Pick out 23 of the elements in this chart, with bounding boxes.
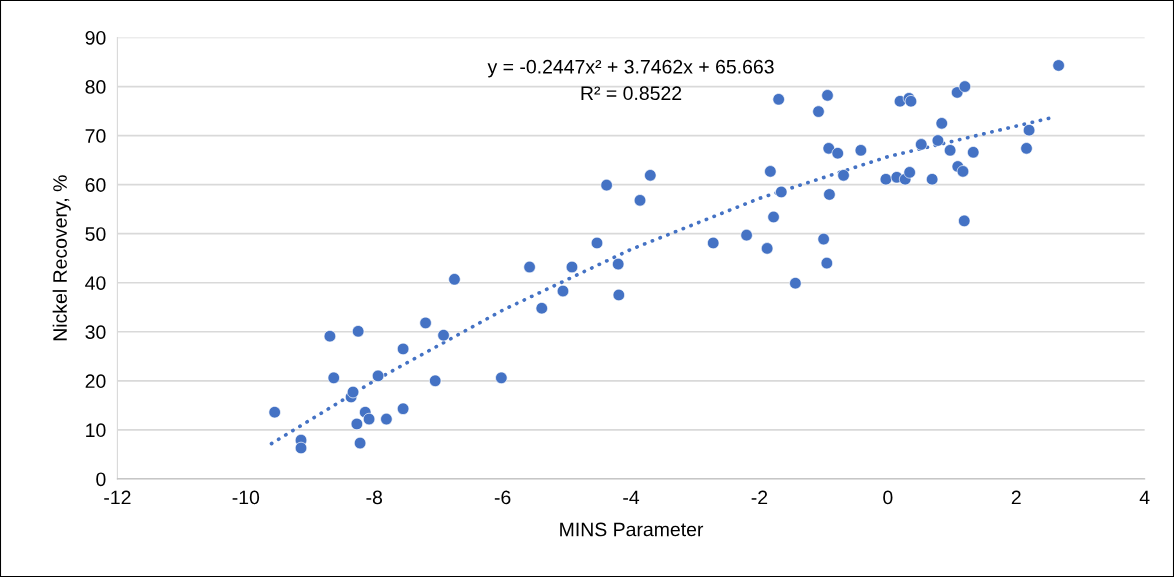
y-tick-label: 40: [85, 276, 106, 290]
x-tick-label: -12: [104, 490, 131, 505]
x-tick-label: -6: [494, 490, 511, 505]
x-tick-label: -4: [623, 490, 640, 505]
y-tick-label: 60: [85, 178, 106, 192]
x-axis-title: MINS Parameter: [560, 522, 704, 537]
annotation: R² = 0.8522: [581, 86, 682, 101]
x-tick-label: 0: [883, 490, 893, 505]
x-tick-label: 4: [1139, 490, 1150, 505]
annotation: y = -0.2447x² + 3.7462x + 65.663: [487, 59, 774, 78]
y-tick-label: 90: [85, 30, 106, 45]
x-tick-label: -10: [232, 490, 260, 505]
y-tick-label: 20: [85, 374, 106, 389]
y-tick-label: 0: [96, 472, 106, 487]
x-tick-label: -2: [751, 490, 768, 505]
y-tick-label: 80: [85, 80, 106, 94]
y-tick-label: 10: [86, 423, 106, 438]
y-tick-label: 50: [85, 227, 106, 241]
y-axis-title: Nickel Recovery, %: [52, 175, 71, 341]
y-tick-label: 70: [85, 129, 106, 143]
x-tick-label: -8: [366, 490, 383, 505]
x-tick-label: 2: [1011, 490, 1021, 505]
y-tick-label: 30: [85, 325, 106, 340]
